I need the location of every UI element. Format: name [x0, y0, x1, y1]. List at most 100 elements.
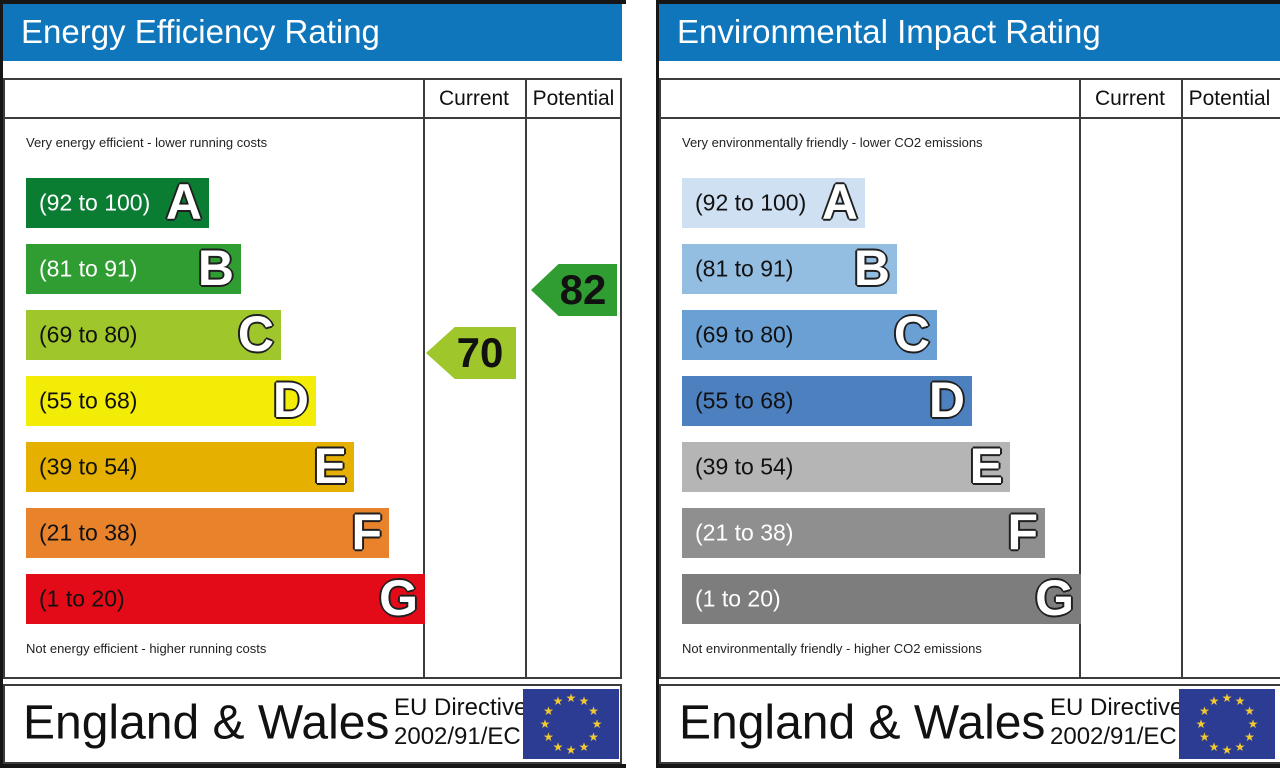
band-letter: F: [1007, 503, 1038, 560]
eu-directive-line2: 2002/91/EC: [1050, 723, 1177, 751]
band-e: (39 to 54) E: [682, 438, 1010, 494]
environmental-impact-panel: Environmental Impact Rating Current Pote…: [656, 0, 1280, 768]
panel-title: Environmental Impact Rating: [659, 4, 1280, 61]
band-letter: B: [197, 239, 234, 296]
band-letter: D: [272, 371, 309, 428]
band-range-label: (21 to 38): [695, 519, 794, 546]
rating-scale-body: Very environmentally friendly - lower CO…: [661, 119, 1280, 677]
column-divider: [423, 80, 425, 677]
eu-directive-line1: EU Directive: [1050, 694, 1184, 721]
band-range-label: (1 to 20): [695, 585, 781, 612]
band-letter: G: [379, 569, 418, 626]
band-g: (1 to 20) G: [26, 570, 425, 626]
band-letter: C: [893, 305, 930, 362]
band-letter: A: [165, 173, 202, 230]
current-rating-arrow: 70: [426, 327, 516, 379]
band-g: (1 to 20) G: [682, 570, 1081, 626]
eu-star-icon: ★: [552, 739, 564, 754]
eu-directive-line2: 2002/91/EC: [394, 723, 521, 751]
band-range-label: (81 to 91): [695, 255, 794, 282]
band-b: (81 to 91) B: [26, 240, 241, 296]
eu-star-icon: ★: [578, 694, 590, 709]
eu-star-icon: ★: [1221, 743, 1233, 757]
band-c: (69 to 80) C: [26, 306, 281, 362]
eu-star-icon: ★: [591, 717, 603, 731]
band-range-label: (81 to 91): [39, 255, 138, 282]
eu-star-icon: ★: [1221, 691, 1233, 705]
eu-directive-label: EU Directive 2002/91/EC: [394, 693, 527, 752]
eu-star-icon: ★: [1244, 730, 1255, 744]
band-f: (21 to 38) F: [682, 504, 1045, 560]
band-letter: C: [237, 305, 274, 362]
band-letter: B: [853, 239, 890, 296]
top-note: Very environmentally friendly - lower CO…: [682, 135, 983, 150]
eu-flag-icon: ★ ★ ★ ★ ★ ★ ★ ★ ★ ★ ★ ★: [523, 689, 619, 759]
eu-star-icon: ★: [1244, 704, 1255, 718]
eu-star-icon: ★: [588, 730, 599, 744]
eu-star-icon: ★: [1234, 694, 1246, 709]
band-d: (55 to 68) D: [682, 372, 972, 428]
current-rating-value: 70: [456, 329, 504, 376]
eu-directive-label: EU Directive 2002/91/EC: [1050, 693, 1183, 752]
eu-star-icon: ★: [565, 691, 577, 705]
eu-star-icon: ★: [552, 694, 564, 709]
rating-table: Current Potential Very energy efficient …: [3, 78, 622, 679]
potential-rating-arrow: 82: [531, 264, 617, 316]
table-header-row: Current Potential: [661, 80, 1280, 119]
region-label: England & Wales: [23, 696, 390, 750]
column-header-current: Current: [438, 87, 510, 110]
eu-star-icon: ★: [1234, 739, 1246, 754]
band-range-label: (55 to 68): [695, 387, 794, 414]
band-letter: F: [351, 503, 382, 560]
eu-star-icon: ★: [1199, 730, 1210, 744]
band-c: (69 to 80) C: [682, 306, 937, 362]
eu-star-icon: ★: [1208, 694, 1220, 709]
band-f: (21 to 38) F: [26, 504, 389, 560]
eu-star-icon: ★: [543, 730, 554, 744]
eu-star-icon: ★: [1247, 717, 1259, 731]
region-label: England & Wales: [679, 696, 1046, 750]
band-letter: A: [821, 173, 858, 230]
bottom-note: Not environmentally friendly - higher CO…: [682, 641, 982, 656]
energy-efficiency-panel: Energy Efficiency Rating Current Potenti…: [0, 0, 626, 768]
rating-table: Current Potential Very environmentally f…: [659, 78, 1280, 679]
band-range-label: (92 to 100): [39, 189, 151, 216]
table-header-row: Current Potential: [5, 80, 620, 119]
band-e: (39 to 54) E: [26, 438, 354, 494]
bottom-note: Not energy efficient - higher running co…: [26, 641, 267, 656]
column-header-current: Current: [1094, 87, 1166, 110]
eu-star-icon: ★: [578, 739, 590, 754]
eu-star-icon: ★: [539, 717, 551, 731]
eu-star-icon: ★: [588, 704, 599, 718]
band-range-label: (92 to 100): [695, 189, 807, 216]
eu-flag-stars: ★ ★ ★ ★ ★ ★ ★ ★ ★ ★ ★ ★: [1179, 689, 1275, 759]
rating-scale-body: Very energy efficient - lower running co…: [5, 119, 620, 677]
panel-footer: England & Wales EU Directive 2002/91/EC …: [659, 684, 1280, 764]
column-header-potential: Potential: [532, 87, 615, 110]
panel-footer: England & Wales EU Directive 2002/91/EC …: [3, 684, 622, 764]
band-d: (55 to 68) D: [26, 372, 316, 428]
band-range-label: (39 to 54): [39, 453, 138, 480]
band-letter: E: [969, 437, 1003, 494]
eu-flag-icon: ★ ★ ★ ★ ★ ★ ★ ★ ★ ★ ★ ★: [1179, 689, 1275, 759]
band-range-label: (69 to 80): [39, 321, 138, 348]
band-letter: G: [1035, 569, 1074, 626]
band-range-label: (21 to 38): [39, 519, 138, 546]
eu-star-icon: ★: [1199, 704, 1210, 718]
potential-rating-value: 82: [559, 266, 607, 313]
band-letter: E: [313, 437, 347, 494]
column-divider: [1181, 80, 1183, 677]
band-a: (92 to 100) A: [26, 174, 209, 230]
eu-star-icon: ★: [1208, 739, 1220, 754]
eu-flag-stars: ★ ★ ★ ★ ★ ★ ★ ★ ★ ★ ★ ★: [523, 689, 619, 759]
band-range-label: (1 to 20): [39, 585, 125, 612]
band-b: (81 to 91) B: [682, 240, 897, 296]
band-a: (92 to 100) A: [682, 174, 865, 230]
eu-star-icon: ★: [1195, 717, 1207, 731]
eu-star-icon: ★: [543, 704, 554, 718]
column-divider: [1079, 80, 1081, 677]
band-range-label: (69 to 80): [695, 321, 794, 348]
band-range-label: (55 to 68): [39, 387, 138, 414]
band-range-label: (39 to 54): [695, 453, 794, 480]
eu-directive-line1: EU Directive: [394, 694, 528, 721]
